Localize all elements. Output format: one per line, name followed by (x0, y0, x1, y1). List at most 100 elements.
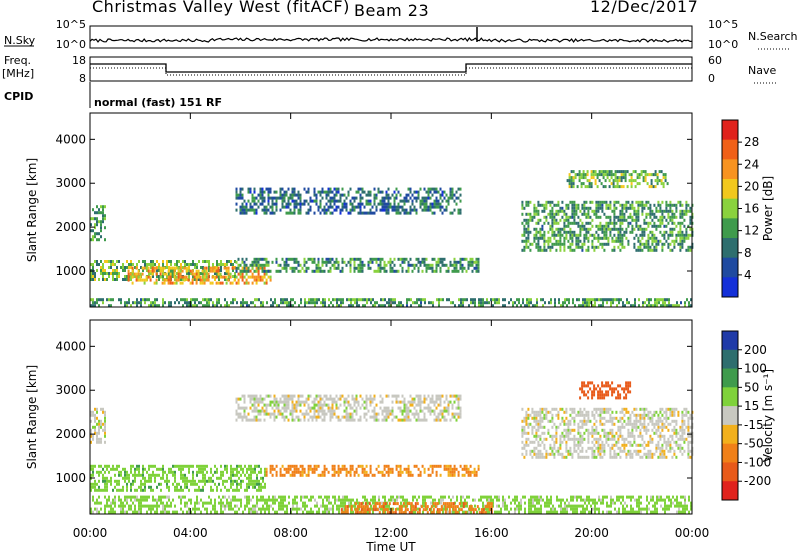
echo-cell (292, 298, 294, 302)
echo-cell (363, 415, 366, 419)
echo-cell (623, 233, 626, 237)
echo-cell (178, 482, 180, 486)
echo-cell (102, 422, 104, 426)
echo-cell (369, 190, 372, 194)
echo-cell (600, 304, 602, 308)
echo-cell (315, 397, 318, 401)
echo-cell (204, 298, 206, 302)
echo-cell (521, 221, 524, 225)
echo-cell (156, 510, 158, 514)
echo-cell (293, 260, 296, 264)
echo-cell (398, 495, 400, 499)
echo-cell (345, 263, 348, 267)
echo-cell (133, 272, 136, 276)
echo-cell (573, 230, 576, 234)
echo-cell (373, 202, 376, 206)
echo-cell (222, 501, 224, 505)
echo-cell (601, 242, 604, 246)
echo-cell (148, 263, 150, 266)
echo-cell (379, 269, 382, 273)
echo-cell (269, 400, 272, 404)
echo-cell (319, 199, 322, 203)
echo-cell (217, 272, 220, 276)
echo-cell (200, 301, 202, 305)
echo-cell (649, 212, 652, 216)
echo-cell (385, 196, 388, 200)
echo-cell (134, 476, 136, 480)
echo-cell (242, 301, 244, 305)
echo-cell (577, 203, 580, 207)
echo-cell (375, 418, 378, 422)
echo-cell (512, 498, 514, 502)
echo-cell (236, 467, 238, 471)
echo-cell (588, 185, 591, 189)
echo-cell (669, 218, 672, 222)
echo-cell (439, 473, 442, 477)
echo-cell (152, 473, 154, 477)
echo-cell (470, 510, 472, 514)
echo-cell (354, 301, 356, 305)
echo-cell (539, 230, 542, 234)
echo-cell (311, 400, 314, 404)
echo-cell (104, 278, 106, 281)
echo-cell (100, 407, 102, 411)
echo-cell (206, 304, 208, 308)
echo-cell (650, 304, 652, 308)
echo-cell (571, 239, 574, 243)
echo-cell (613, 203, 616, 207)
echo-cell (100, 437, 102, 441)
echo-cell (161, 281, 164, 285)
echo-cell (260, 507, 262, 511)
echo-cell (256, 482, 258, 486)
echo-cell (122, 507, 124, 511)
echo-cell (669, 215, 672, 219)
echo-cell (559, 236, 562, 240)
echo-cell (203, 278, 206, 282)
echo-cell (255, 406, 258, 410)
echo-cell (673, 242, 676, 246)
echo-cell (463, 473, 466, 477)
echo-cell (656, 179, 659, 183)
echo-cell (357, 187, 360, 191)
echo-cell (245, 263, 248, 267)
echo-cell (457, 403, 460, 407)
echo-cell (114, 269, 116, 272)
echo-cell (114, 473, 116, 477)
echo-cell (622, 301, 624, 305)
echo-cell (94, 482, 96, 486)
echo-cell (255, 418, 258, 422)
echo-cell (549, 215, 552, 219)
echo-cell (618, 185, 621, 189)
echo-cell (260, 488, 262, 492)
echo-cell (405, 412, 408, 416)
echo-cell (622, 176, 625, 180)
echo-cell (637, 203, 640, 207)
echo-cell (441, 199, 444, 203)
echo-cell (469, 464, 472, 468)
echo-cell (202, 501, 204, 505)
echo-cell (388, 301, 390, 305)
echo-cell (396, 495, 398, 499)
echo-cell (110, 272, 112, 275)
echo-cell (323, 473, 326, 477)
echo-cell (609, 221, 612, 225)
echo-cell (496, 298, 498, 302)
echo-cell (96, 470, 98, 474)
echo-cell (128, 473, 130, 477)
echo-cell (545, 218, 548, 222)
echo-cell (317, 464, 320, 468)
echo-cell (120, 266, 122, 269)
echo-cell (295, 266, 298, 270)
echo-cell (178, 488, 180, 492)
echo-cell (279, 193, 282, 197)
echo-cell (331, 403, 334, 407)
echo-cell (96, 498, 98, 502)
echo-cell (473, 260, 476, 264)
echo-cell (563, 212, 566, 216)
echo-cell (211, 275, 214, 279)
echo-cell (689, 218, 692, 222)
echo-cell (616, 182, 619, 186)
echo-cell (283, 467, 286, 471)
echo-cell (425, 199, 428, 203)
echo-cell (221, 281, 224, 285)
